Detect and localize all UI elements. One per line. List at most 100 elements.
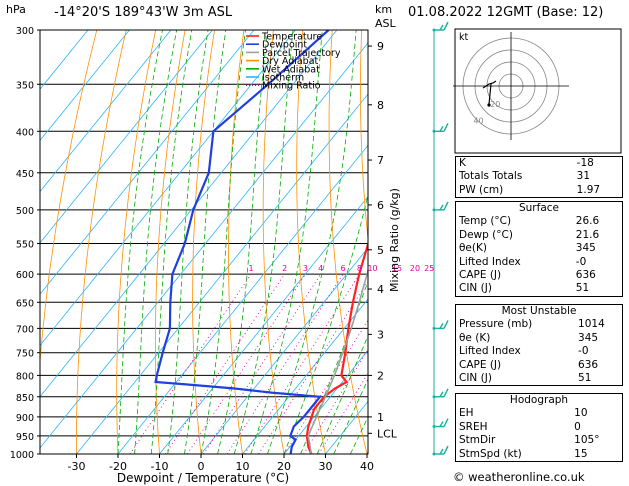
wind-barb-flag — [443, 201, 449, 211]
pressure-tick-label: 500 — [16, 206, 34, 217]
pressure-tick-label: 600 — [16, 270, 34, 281]
wind-barb-flag — [439, 323, 444, 329]
dry-adiabat-line — [359, 30, 368, 243]
hodograph: kt 20 40 — [453, 28, 622, 154]
table-row: θe(K) 345 — [459, 242, 596, 255]
mixing-ratio-line — [226, 273, 344, 454]
mixing-ratio-label: 6 — [341, 264, 346, 273]
wet-adiabat-line — [283, 193, 368, 454]
wet-adiabat-line — [300, 280, 368, 454]
wind-barb — [432, 445, 449, 456]
legend-label: Isotherm — [262, 73, 304, 84]
isotherm-line — [117, 144, 368, 454]
table-row: StmDir 105° — [459, 434, 600, 447]
mixing-ratio-label: 2 — [282, 264, 287, 273]
dry-adiabat-line — [192, 30, 215, 454]
km-tick-label: 5 — [377, 244, 384, 257]
mixing-ratio-label: 4 — [318, 264, 323, 273]
isotherm-line — [40, 30, 255, 295]
wind-barb-flag — [443, 445, 449, 455]
table-row: θe (K) 345 — [459, 331, 599, 344]
series-dewpoint — [154, 30, 330, 454]
km-tick-label: LCL — [377, 427, 398, 440]
dry-adiabat-line — [262, 30, 285, 454]
pressure-tick-label: 300 — [16, 26, 34, 37]
storm-motion-marker — [487, 103, 491, 107]
dry-adiabat-line — [328, 30, 368, 454]
pressure-tick-label: 1000 — [10, 450, 34, 461]
table-row: CAPE (J) 636 — [459, 269, 596, 282]
wind-barb-flag — [439, 391, 444, 398]
x-tick-label: 0 — [198, 460, 205, 473]
mixing-ratio-label: 8 — [357, 264, 362, 273]
most-unstable-title: Most Unstable — [501, 305, 577, 317]
height-unit-label: km — [375, 3, 393, 16]
wind-barb-flag — [439, 421, 444, 427]
hodograph-ring-label: 40 — [473, 117, 483, 126]
wind-barb — [432, 418, 449, 429]
mixing-ratio-label: 1 — [248, 264, 253, 273]
pressure-tick-label: 450 — [16, 169, 34, 180]
pressure-tick-label: 750 — [16, 349, 34, 360]
mixing-ratio-line — [284, 319, 368, 454]
most-unstable-panel: Most Unstable Pressure (mb) 1014 θe (K) 34… — [455, 304, 623, 387]
isotherm-line — [40, 30, 89, 90]
wet-adiabat-line — [267, 30, 357, 454]
indices-panel: K -18 Totals Totals 31 PW (cm) 1.97 — [455, 156, 623, 199]
wind-barb — [432, 122, 449, 133]
km-tick-label: 8 — [377, 99, 384, 112]
x-tick-label: 20 — [277, 460, 291, 473]
isotherm-line — [159, 195, 368, 454]
mixing-ratio-label: 10 — [367, 264, 377, 273]
mixing-ratio-label: 15 — [392, 264, 402, 273]
pressure-tick-label: 650 — [16, 298, 34, 309]
table-row: Dewp (°C) 21.6 — [459, 228, 600, 241]
pressure-unit-label: hPa — [6, 3, 26, 16]
x-axis-title: Dewpoint / Temperature (°C) — [117, 471, 289, 485]
dry-adiabat-line — [155, 30, 186, 454]
diagram-grid — [40, 30, 368, 454]
isotherm-line — [40, 30, 213, 244]
table-row: PW (cm) 1.97 — [459, 183, 601, 196]
pressure-tick-label: 350 — [16, 80, 34, 91]
dry-adiabat-line — [296, 30, 326, 454]
hodograph-unit-label: kt — [459, 32, 469, 43]
sounding-series — [154, 30, 368, 454]
wind-barb-flag — [443, 122, 449, 132]
wind-barbs — [432, 21, 449, 456]
wet-adiabat-line — [233, 30, 294, 454]
km-tick-label: 2 — [377, 369, 384, 382]
isotherm-line — [40, 30, 338, 398]
table-row: K -18 — [459, 157, 594, 169]
storm-motion-vector — [488, 83, 492, 105]
dry-adiabat-line — [116, 30, 157, 454]
wet-adiabat-line — [134, 30, 178, 454]
height-unit-label-asl: ASL — [375, 17, 396, 30]
wet-adiabat-line — [167, 30, 209, 454]
legend-label: Wet Adiabat — [262, 64, 320, 75]
x-tick-label: 30 — [319, 460, 333, 473]
legend-label: Parcel Trajectory — [262, 48, 341, 59]
legend-label: Temperature — [261, 32, 322, 43]
plot-frame — [39, 29, 369, 455]
pressure-tick-label: 700 — [16, 324, 34, 335]
x-tick-label: -10 — [151, 460, 169, 473]
table-row: EH 10 — [459, 407, 588, 420]
indices-table: K -18 Totals Totals 31 PW (cm) 1.97 — [456, 157, 622, 197]
location-title: -14°20'S 189°43'W 3m ASL — [54, 5, 233, 20]
pressure-tick-label: 950 — [16, 432, 34, 443]
mixing-ratio-line — [303, 348, 368, 454]
surface-panel: Surface Temp (°C) 26.6 Dewp (°C) 21.6 θe(K… — [455, 201, 623, 297]
isotherm-line — [76, 93, 368, 454]
wind-barb — [432, 201, 449, 212]
footer-credit: © weatheronline.co.uk — [453, 470, 585, 484]
series-parcel-trajectory — [307, 266, 368, 454]
mixing-ratio-line — [258, 280, 368, 454]
wind-barb-flag — [439, 204, 444, 211]
wet-adiabat-line — [250, 30, 323, 454]
wet-adiabat-line — [217, 30, 269, 454]
km-tick-label: 4 — [377, 283, 384, 296]
wind-barb-flag — [443, 320, 449, 329]
wind-barb-flag — [443, 388, 449, 398]
isotherm-line — [242, 298, 368, 454]
